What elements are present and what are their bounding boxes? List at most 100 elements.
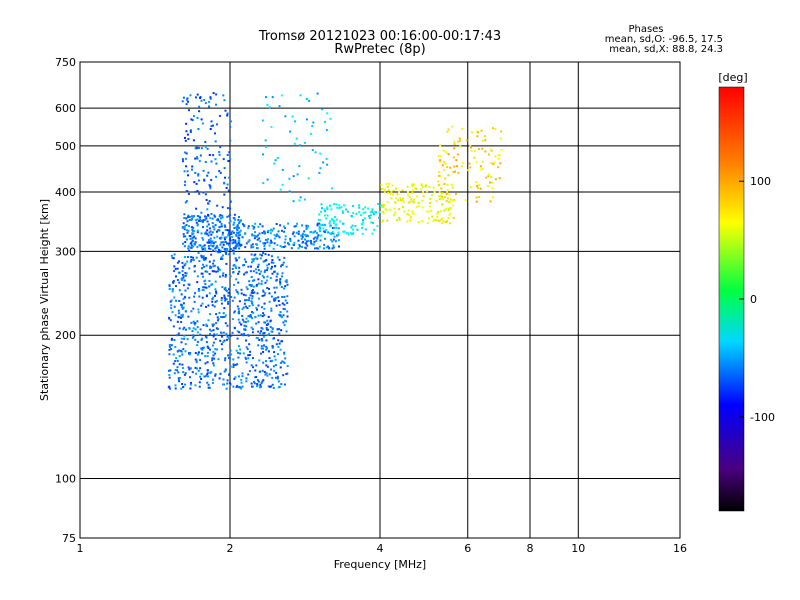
data-point	[227, 301, 230, 303]
data-point	[169, 387, 172, 390]
data-point	[390, 197, 393, 200]
data-point	[320, 210, 322, 213]
data-point	[237, 311, 240, 314]
data-point	[271, 383, 274, 386]
data-point	[189, 129, 192, 132]
data-point	[266, 231, 269, 234]
data-point	[343, 204, 346, 207]
data-point	[259, 314, 262, 317]
data-point	[282, 361, 285, 363]
data-point	[180, 279, 183, 281]
data-point	[279, 280, 281, 283]
data-point	[201, 267, 204, 270]
data-point	[204, 247, 207, 250]
data-point	[220, 256, 223, 259]
data-point	[272, 227, 275, 230]
data-point	[426, 222, 429, 225]
data-point	[318, 219, 321, 222]
data-point	[168, 385, 171, 388]
data-point	[208, 154, 211, 156]
data-point	[200, 118, 203, 121]
data-point	[238, 222, 240, 225]
data-point	[193, 215, 196, 218]
data-point	[210, 125, 213, 128]
data-point	[283, 352, 286, 355]
data-point	[263, 232, 266, 235]
data-point	[208, 239, 211, 242]
data-point	[255, 376, 258, 378]
data-point	[207, 202, 209, 205]
data-point	[316, 232, 318, 235]
data-point	[439, 175, 442, 178]
data-point	[233, 213, 236, 216]
data-point	[425, 190, 428, 193]
data-point	[407, 191, 409, 194]
data-point	[327, 245, 329, 248]
data-point	[194, 366, 197, 369]
data-point	[208, 285, 211, 288]
data-point	[280, 286, 283, 289]
data-point	[261, 306, 263, 309]
data-point	[218, 170, 221, 172]
data-point	[224, 176, 226, 179]
data-point	[241, 375, 244, 378]
data-point	[211, 270, 214, 273]
data-point	[184, 180, 187, 183]
data-point	[277, 300, 280, 302]
data-point	[230, 334, 233, 337]
data-point	[250, 284, 253, 287]
data-point	[185, 229, 188, 232]
data-point	[387, 189, 390, 191]
data-point	[211, 323, 214, 326]
data-point	[447, 174, 450, 177]
data-point	[266, 178, 269, 181]
data-point	[224, 225, 227, 228]
data-point	[198, 289, 201, 292]
data-point	[209, 217, 212, 220]
data-point	[262, 290, 265, 293]
data-point	[210, 213, 213, 215]
data-point	[469, 166, 472, 169]
data-point	[219, 250, 222, 253]
data-point	[201, 337, 203, 340]
data-point	[226, 215, 229, 218]
data-point	[264, 253, 267, 256]
data-point	[247, 334, 250, 337]
data-point	[201, 302, 204, 305]
data-point	[233, 327, 236, 330]
data-point	[238, 300, 241, 303]
data-point	[385, 183, 388, 185]
data-point	[207, 171, 210, 174]
data-point	[409, 200, 412, 203]
data-point	[182, 328, 185, 331]
data-point	[191, 218, 193, 220]
data-point	[382, 212, 385, 215]
data-point	[389, 208, 392, 211]
data-point	[352, 232, 355, 235]
data-point	[266, 365, 269, 368]
data-point	[325, 129, 328, 132]
data-point	[441, 217, 444, 220]
data-point	[261, 225, 264, 228]
data-point	[254, 222, 257, 225]
data-point	[242, 352, 245, 355]
data-point	[352, 212, 355, 215]
data-point	[235, 289, 238, 292]
data-point	[254, 231, 257, 234]
data-point	[180, 341, 183, 344]
data-point	[208, 348, 211, 351]
data-point	[248, 280, 251, 283]
data-point	[251, 317, 254, 320]
data-point	[256, 308, 258, 311]
data-point	[318, 245, 321, 248]
y-tick-label: 500	[55, 140, 76, 153]
data-point	[429, 202, 432, 204]
data-point	[204, 215, 207, 218]
data-point	[438, 220, 441, 223]
data-point	[260, 270, 263, 273]
grid	[80, 62, 680, 538]
data-point	[212, 378, 215, 381]
data-point	[266, 275, 269, 278]
data-point	[280, 340, 283, 343]
data-point	[449, 222, 451, 225]
